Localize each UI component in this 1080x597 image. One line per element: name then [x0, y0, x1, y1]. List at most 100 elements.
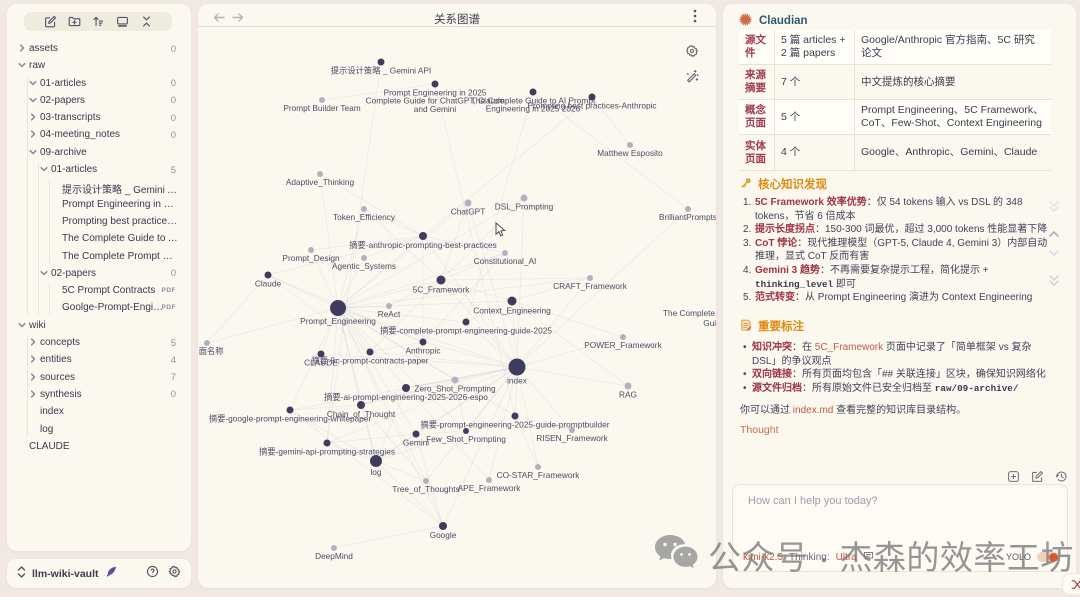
- new-chat-icon[interactable]: [1031, 470, 1044, 486]
- tree-folder-03-transcripts[interactable]: 03-transcripts 0: [7, 109, 191, 126]
- graph-node-zh5c[interactable]: [366, 348, 374, 356]
- graph-node-rag[interactable]: [624, 382, 632, 390]
- tree-folder-concepts[interactable]: concepts 5: [7, 334, 191, 351]
- graph-node-gemini[interactable]: [412, 430, 420, 438]
- graph-node-pbt[interactable]: [319, 97, 325, 103]
- new-folder-icon[interactable]: [68, 15, 81, 28]
- back-icon[interactable]: [213, 10, 225, 28]
- tree-file-index[interactable]: index: [7, 403, 191, 420]
- chevron-right-icon[interactable]: [29, 390, 37, 401]
- graph-node-chatgpt[interactable]: [464, 199, 472, 207]
- tree-folder-synthesis[interactable]: synthesis 0: [7, 386, 191, 403]
- graph-node-zh_ai[interactable]: [402, 384, 410, 392]
- more-options-icon[interactable]: [693, 9, 697, 28]
- graph-wand-icon[interactable]: [685, 69, 699, 88]
- chat-input[interactable]: How can I help you today? kimi-k2.5 Thin…: [732, 484, 1068, 572]
- scroll-hints[interactable]: [1044, 196, 1064, 306]
- corner-shuffle-button[interactable]: [1062, 573, 1080, 595]
- graph-node-costar[interactable]: [535, 464, 541, 470]
- toggle-layout-icon[interactable]: [116, 15, 129, 28]
- graph-node-react[interactable]: [386, 303, 392, 309]
- tree-file-The Complete Guide to AI ...[interactable]: The Complete Guide to AI ...: [7, 230, 191, 247]
- graph-node-loghub[interactable]: [370, 455, 382, 467]
- graph-node-tree[interactable]: [423, 478, 429, 484]
- tree-file-CLAUDE[interactable]: CLAUDE: [7, 438, 191, 455]
- tree-folder-02-papers[interactable]: 02-papers 0: [7, 92, 191, 109]
- chevron-down-icon[interactable]: [18, 61, 26, 72]
- graph-node-ctxeng[interactable]: [507, 296, 517, 306]
- tree-folder-02-papers[interactable]: 02-papers 0: [7, 265, 191, 282]
- tree-file-提示设计策略 _ Gemini API[interactable]: 提示设计策略 _ Gemini API: [7, 178, 191, 196]
- collapse-all-icon[interactable]: [140, 15, 153, 28]
- chevron-right-icon[interactable]: [29, 130, 37, 141]
- graph-node-deepmind[interactable]: [331, 545, 337, 551]
- tree-folder-01-articles[interactable]: 01-articles 0: [7, 75, 191, 92]
- graph-node-zh_complete[interactable]: [462, 318, 470, 326]
- graph-node-c5[interactable]: [436, 275, 446, 285]
- graph-node-consti[interactable]: [502, 250, 508, 256]
- graph-node-pehub[interactable]: [330, 300, 346, 316]
- tree-folder-wiki[interactable]: wiki: [7, 317, 191, 334]
- chevron-right-icon[interactable]: [29, 113, 37, 124]
- chevron-right-icon[interactable]: [29, 338, 37, 349]
- graph-node-craft[interactable]: [587, 275, 593, 281]
- graph-node-adaptive[interactable]: [317, 171, 323, 177]
- vault-switcher[interactable]: llm-wiki-vault: [7, 559, 191, 588]
- chat-bubble-icon[interactable]: [863, 550, 874, 564]
- graph-node-dsl[interactable]: [520, 194, 528, 202]
- graph-node-claudemd[interactable]: [317, 350, 325, 358]
- tree-file-log[interactable]: log: [7, 421, 191, 438]
- graph-node-mesposito[interactable]: [627, 142, 633, 148]
- tree-file-Prompting best practices-A...[interactable]: Prompting best practices-A...: [7, 213, 191, 230]
- graph-node-chain[interactable]: [357, 401, 365, 409]
- tree-file-Goolge-Prompt-Engin...[interactable]: Goolge-Prompt-Engin... PDF: [7, 299, 191, 316]
- graph-node-pbp[interactable]: [588, 93, 596, 101]
- tree-folder-raw[interactable]: raw: [7, 57, 191, 74]
- tree-folder-09-archive[interactable]: 09-archive: [7, 144, 191, 161]
- graph-node-power[interactable]: [620, 334, 626, 340]
- settings-icon[interactable]: [168, 565, 181, 583]
- graph-node-zeroshot[interactable]: [451, 376, 459, 384]
- graph-node-zh_pb[interactable]: [511, 412, 519, 420]
- tree-folder-assets[interactable]: assets 0: [7, 40, 191, 57]
- chevron-down-icon[interactable]: [40, 165, 48, 176]
- chevron-down-icon[interactable]: [18, 321, 26, 332]
- chevron-down-icon[interactable]: [29, 148, 37, 159]
- graph-node-ape[interactable]: [486, 477, 492, 483]
- chevron-down-icon[interactable]: [29, 96, 37, 107]
- tree-file-5C Prompt Contracts[interactable]: 5C Prompt Contracts PDF: [7, 282, 191, 299]
- graph-node-pe2025[interactable]: [431, 80, 439, 88]
- graph-node-zh_gemini[interactable]: [323, 439, 331, 447]
- graph-node-pagename[interactable]: [204, 340, 210, 346]
- graph-node-zh_anthropic[interactable]: [419, 232, 427, 240]
- tree-file-The Complete Prompt Engi...[interactable]: The Complete Prompt Engi...: [7, 248, 191, 265]
- tree-folder-01-articles[interactable]: 01-articles 5: [7, 161, 191, 178]
- forward-icon[interactable]: [232, 10, 244, 28]
- graph-node-brilliant[interactable]: [685, 206, 691, 212]
- graph-node-risen[interactable]: [569, 427, 575, 433]
- thought-toggle[interactable]: Thought: [740, 424, 779, 436]
- knowledge-graph[interactable]: 提示设计策略 _ Gemini API Prompt Engineering in…: [198, 4, 716, 588]
- tree-folder-04-meeting_notes[interactable]: 04-meeting_notes 0: [7, 126, 191, 143]
- yolo-toggle[interactable]: [1037, 552, 1059, 562]
- graph-node-zh_google[interactable]: [286, 406, 294, 414]
- tree-folder-entities[interactable]: entities 4: [7, 351, 191, 368]
- chevron-right-icon[interactable]: [29, 355, 37, 366]
- inline-link[interactable]: 5C_Framework: [814, 342, 884, 353]
- graph-node-cguide[interactable]: [529, 88, 537, 96]
- graph-node-google[interactable]: [439, 522, 447, 530]
- chevron-right-icon[interactable]: [29, 373, 37, 384]
- graph-settings-icon[interactable]: [685, 44, 699, 63]
- graph-node-anthropic[interactable]: [419, 338, 427, 346]
- tree-folder-sources[interactable]: sources 7: [7, 369, 191, 386]
- history-icon[interactable]: [1055, 470, 1068, 486]
- graph-node-indexhub[interactable]: [508, 358, 526, 376]
- thinking-level-selector[interactable]: Ultra: [835, 551, 857, 563]
- sort-order-icon[interactable]: [92, 15, 105, 28]
- graph-node-tisheji[interactable]: [377, 58, 385, 66]
- inline-link[interactable]: index.md: [792, 405, 834, 416]
- new-note-icon[interactable]: [44, 15, 57, 28]
- graph-node-pdesign[interactable]: [308, 247, 314, 253]
- graph-node-fewshot[interactable]: [463, 428, 469, 434]
- chevron-down-icon[interactable]: [29, 79, 37, 90]
